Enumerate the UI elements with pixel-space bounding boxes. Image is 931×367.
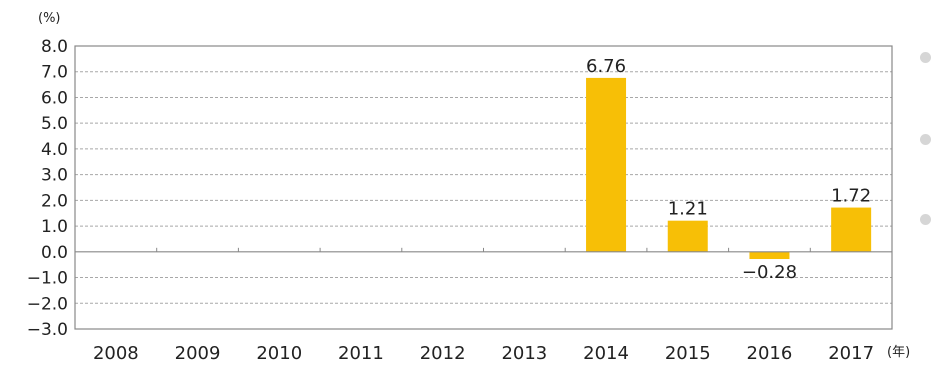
bar	[586, 77, 627, 252]
data-label: −0.28	[742, 262, 797, 283]
y-tick-label: 1.0	[41, 217, 68, 237]
bar	[749, 251, 790, 260]
y-tick-label: −3.0	[27, 320, 68, 340]
bar	[667, 220, 708, 252]
side-dot	[920, 134, 931, 145]
y-tick-label: 2.0	[41, 191, 68, 211]
x-tick-label: 2016	[747, 343, 793, 364]
x-unit-label: (年)	[887, 345, 910, 360]
y-tick-label: 0.0	[41, 243, 68, 263]
y-tick-label: 8.0	[41, 37, 68, 57]
side-dot	[920, 214, 931, 225]
y-tick-label: 7.0	[41, 63, 68, 83]
x-tick-label: 2015	[665, 343, 711, 364]
bar	[831, 207, 872, 252]
plot-frame	[74, 45, 893, 330]
side-dot	[920, 52, 931, 63]
y-tick-label: 6.0	[41, 88, 68, 108]
x-tick-label: 2017	[828, 343, 874, 364]
data-label: 6.76	[586, 56, 626, 77]
y-tick-label: −1.0	[27, 269, 68, 289]
data-label: 1.21	[668, 199, 708, 220]
x-tick-label: 2012	[420, 343, 466, 364]
y-tick-label: 4.0	[41, 140, 68, 160]
x-tick-label: 2009	[175, 343, 221, 364]
x-tick-label: 2013	[501, 343, 547, 364]
y-tick-label: 5.0	[41, 114, 68, 134]
y-tick-label: −2.0	[27, 294, 68, 314]
data-label: 1.72	[831, 186, 871, 207]
x-tick-label: 2010	[256, 343, 302, 364]
y-unit-label: (%)	[38, 11, 61, 26]
x-tick-label: 2014	[583, 343, 629, 364]
x-tick-label: 2011	[338, 343, 384, 364]
y-tick-label: 3.0	[41, 166, 68, 186]
x-tick-label: 2008	[93, 343, 139, 364]
